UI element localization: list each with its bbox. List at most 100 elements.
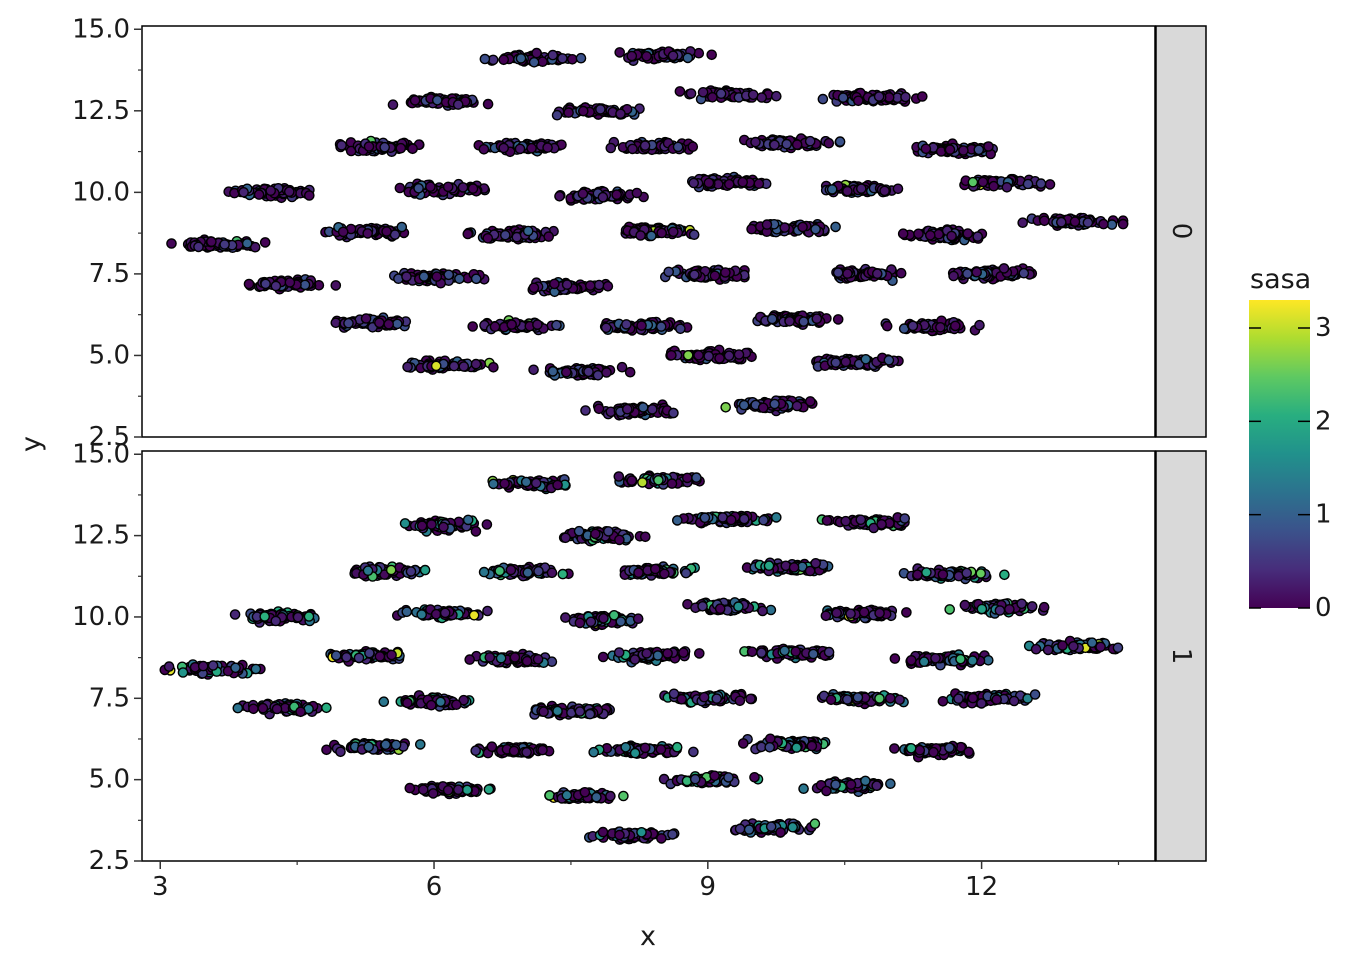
scatter-point bbox=[1016, 598, 1028, 610]
scatter-point bbox=[597, 651, 609, 663]
scatter-point bbox=[771, 512, 782, 523]
scatter-point bbox=[810, 558, 822, 569]
scatter-point bbox=[991, 694, 1003, 705]
scatter-point bbox=[605, 142, 617, 154]
scatter-point bbox=[666, 478, 678, 489]
facet-strip-label-0: 0 bbox=[1166, 223, 1196, 240]
scatter-point bbox=[241, 238, 253, 249]
scatter-point bbox=[842, 694, 853, 705]
scatter-point bbox=[944, 604, 956, 615]
scatter-point bbox=[402, 361, 413, 373]
scatter-point bbox=[613, 647, 625, 658]
scatter-point bbox=[1082, 217, 1094, 228]
scatter-point bbox=[193, 241, 204, 253]
scatter-point bbox=[563, 107, 574, 118]
scatter-point bbox=[482, 98, 494, 110]
scatter-point bbox=[537, 56, 548, 68]
scatter-point bbox=[514, 143, 526, 155]
y-tick-label: 12.5 bbox=[72, 96, 130, 126]
scatter-point bbox=[1056, 216, 1067, 228]
scatter-point bbox=[675, 323, 686, 335]
scatter-point bbox=[321, 702, 332, 714]
scatter-point bbox=[378, 696, 390, 708]
scatter-point bbox=[547, 366, 559, 377]
scatter-point bbox=[717, 512, 729, 523]
scatter-point bbox=[946, 230, 957, 242]
scatter-point bbox=[1098, 218, 1109, 230]
scatter-point bbox=[636, 320, 647, 331]
scatter-point bbox=[637, 402, 649, 413]
scatter-point bbox=[714, 352, 725, 364]
scatter-point bbox=[1042, 644, 1054, 656]
scatter-point bbox=[757, 402, 769, 414]
scatter-point bbox=[976, 603, 988, 615]
scatter-point bbox=[655, 321, 667, 332]
scatter-point bbox=[468, 610, 480, 621]
scatter-point bbox=[1112, 642, 1124, 654]
scatter-point bbox=[330, 650, 342, 661]
scatter-point bbox=[528, 364, 539, 376]
scatter-point bbox=[627, 143, 638, 155]
scatter-point bbox=[613, 471, 625, 482]
scatter-point bbox=[561, 366, 572, 378]
scatter-point bbox=[526, 142, 537, 154]
scatter-point bbox=[303, 611, 315, 622]
scatter-point bbox=[747, 89, 759, 101]
scatter-point bbox=[542, 142, 553, 153]
scatter-point bbox=[874, 607, 885, 619]
scatter-point bbox=[817, 93, 829, 105]
scatter-point bbox=[416, 609, 428, 620]
scatter-point bbox=[733, 349, 745, 360]
scatter-point bbox=[646, 230, 657, 242]
scatter-point bbox=[250, 663, 262, 675]
scatter-point bbox=[697, 87, 709, 98]
scatter-point bbox=[791, 400, 803, 412]
scatter-point bbox=[831, 607, 843, 619]
scatter-point bbox=[219, 239, 230, 250]
scatter-point bbox=[633, 567, 644, 579]
scatter-point bbox=[771, 90, 782, 102]
scatter-point bbox=[533, 566, 544, 577]
scatter-point bbox=[608, 610, 620, 621]
scatter-point bbox=[640, 531, 651, 543]
scatter-point bbox=[958, 145, 969, 156]
scatter-point bbox=[715, 88, 727, 99]
scatter-point bbox=[883, 354, 895, 366]
scatter-point bbox=[832, 267, 844, 278]
scatter-point bbox=[837, 92, 849, 103]
scatter-point bbox=[745, 693, 756, 705]
scatter-point bbox=[405, 566, 417, 577]
scatter-point bbox=[482, 232, 494, 244]
scatter-point bbox=[584, 708, 596, 720]
scatter-point bbox=[758, 514, 769, 526]
scatter-point bbox=[821, 515, 833, 526]
scatter-point bbox=[454, 273, 465, 285]
scatter-point bbox=[666, 349, 677, 361]
scatter-point bbox=[746, 223, 757, 235]
scatter-point bbox=[676, 694, 688, 705]
scatter-point bbox=[629, 654, 641, 665]
scatter-point bbox=[401, 606, 413, 618]
scatter-point bbox=[959, 599, 971, 611]
scatter-point bbox=[580, 405, 591, 416]
scatter-point bbox=[489, 321, 501, 333]
scatter-point bbox=[426, 519, 437, 530]
scatter-point bbox=[872, 268, 883, 280]
scatter-point bbox=[387, 99, 399, 110]
scatter-point bbox=[546, 567, 558, 579]
scatter-point bbox=[688, 177, 700, 189]
scatter-point bbox=[703, 350, 715, 362]
scatter-point bbox=[494, 565, 506, 577]
scatter-point bbox=[962, 268, 973, 280]
scatter-point bbox=[1008, 695, 1020, 707]
scatter-point bbox=[283, 186, 295, 197]
scatter-point bbox=[691, 472, 702, 483]
scatter-point bbox=[885, 693, 896, 704]
scatter-point bbox=[918, 656, 930, 668]
scatter-point bbox=[567, 54, 578, 65]
scatter-point bbox=[921, 567, 932, 578]
scatter-point bbox=[330, 280, 342, 291]
scatter-point bbox=[409, 95, 421, 106]
scatter-point bbox=[706, 49, 718, 61]
scatter-point bbox=[560, 532, 571, 544]
